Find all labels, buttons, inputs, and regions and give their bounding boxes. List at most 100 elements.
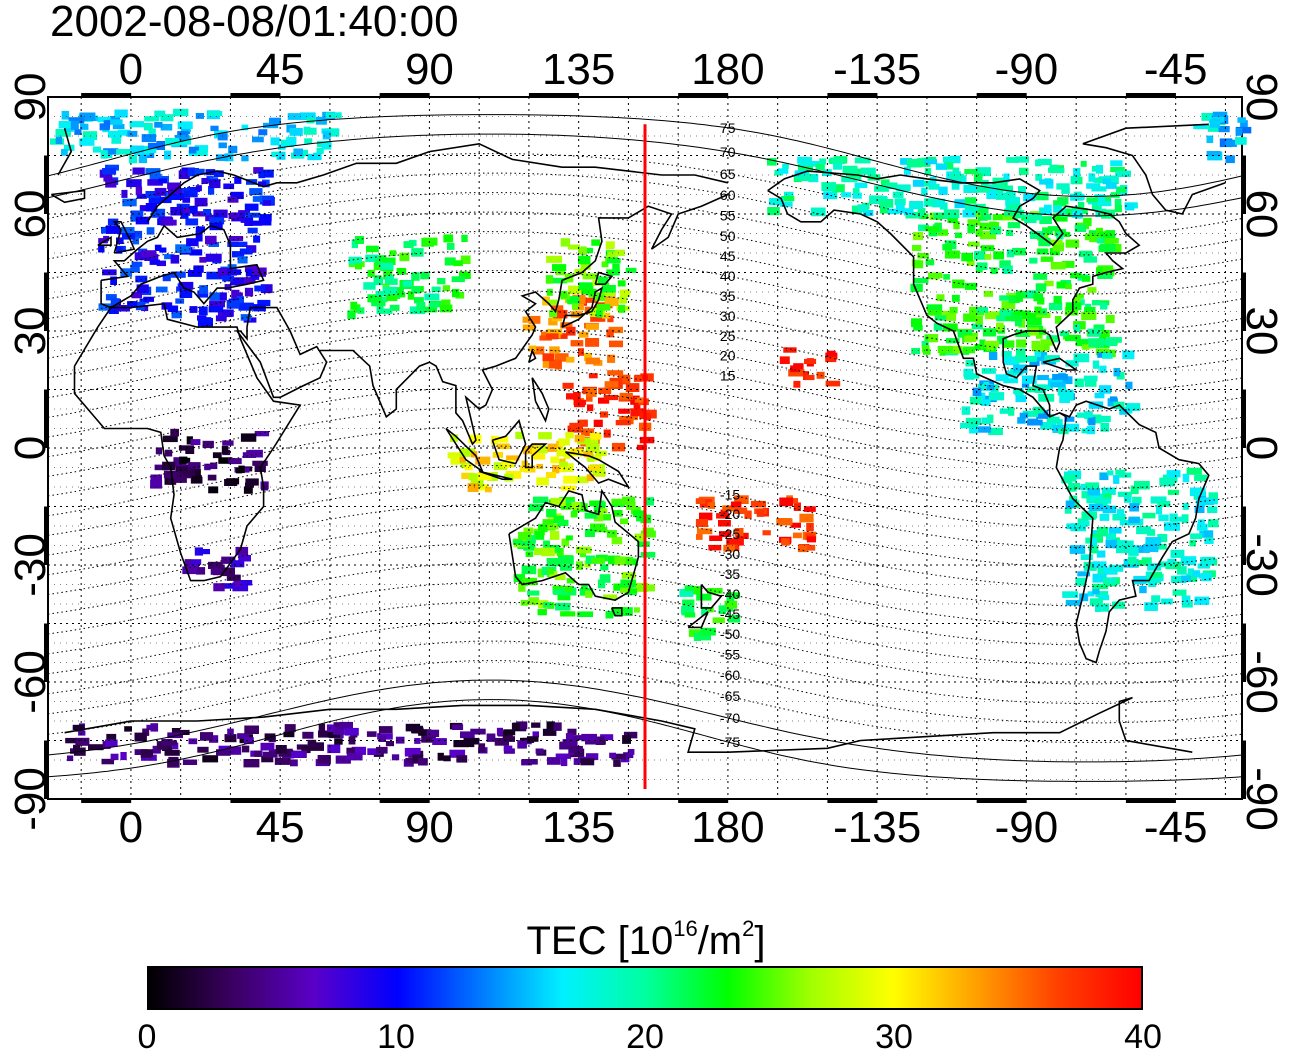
contour-label: 75	[720, 120, 736, 136]
tec-cell	[913, 260, 924, 269]
tec-cell	[973, 173, 983, 182]
tec-cell	[782, 163, 789, 169]
tec-cell	[1056, 419, 1063, 426]
tec-cell	[541, 547, 555, 557]
tec-cell	[857, 204, 869, 213]
tec-cell	[1200, 497, 1215, 506]
tec-cell	[560, 238, 570, 247]
tec-cell	[105, 739, 118, 747]
tec-cell	[969, 396, 982, 405]
tec-cell	[1095, 603, 1101, 612]
tec-cell	[695, 519, 708, 528]
coastline	[700, 583, 723, 609]
tec-cell	[1114, 205, 1122, 213]
tec-cell	[580, 758, 595, 766]
coastline	[1042, 357, 1079, 371]
tec-cell	[933, 323, 943, 331]
tec-cell	[1049, 164, 1059, 172]
tec-cell	[1151, 595, 1161, 603]
tec-cell	[986, 384, 995, 391]
tec-cell	[1169, 516, 1186, 522]
tec-cell	[159, 196, 172, 204]
tec-cell	[981, 417, 991, 425]
tec-cell	[124, 726, 132, 732]
tec-cell	[1065, 239, 1080, 248]
tec-cell	[106, 733, 117, 743]
tec-cell	[194, 168, 205, 175]
tec-cell	[421, 734, 436, 743]
tec-cell	[537, 568, 544, 578]
tec-cell	[189, 306, 198, 313]
tec-cell	[141, 754, 157, 761]
tec-cell	[164, 254, 175, 260]
tec-cell	[1128, 516, 1140, 524]
tec-cell	[913, 325, 923, 331]
tec-cell	[155, 286, 168, 293]
tec-cell	[270, 137, 280, 146]
tec-cell	[420, 271, 430, 280]
tec-cell	[141, 134, 157, 143]
tec-cell	[693, 632, 701, 641]
tec-cell	[531, 453, 546, 460]
tec-cell	[538, 432, 552, 440]
tec-cell	[555, 602, 571, 611]
tec-cell	[681, 606, 695, 615]
tec-cell	[912, 179, 924, 187]
right-lat-label: 90	[1237, 73, 1286, 122]
tec-cell	[152, 745, 161, 754]
tec-cell	[1064, 507, 1072, 514]
tec-cell	[640, 551, 656, 558]
tec-cell	[144, 116, 160, 122]
tec-cell	[208, 306, 224, 313]
tec-cell	[590, 316, 606, 322]
tec-cell	[1050, 382, 1066, 388]
tec-cell	[1157, 501, 1171, 507]
colorbar	[147, 966, 1143, 1010]
tec-cell	[148, 197, 161, 205]
tec-cell	[617, 280, 626, 287]
tec-cell	[912, 244, 922, 251]
tec-cell	[177, 121, 193, 129]
frame-tick-bar	[976, 798, 1027, 803]
tec-cell	[224, 734, 237, 743]
tec-cell	[1061, 389, 1074, 399]
tec-cell	[918, 224, 929, 232]
tec-cell	[1044, 280, 1054, 287]
tec-cell	[1050, 261, 1066, 270]
tec-cell	[1080, 160, 1087, 167]
tec-cell	[1086, 496, 1103, 504]
tec-cell	[1105, 338, 1118, 347]
tec-cell	[147, 142, 159, 149]
tec-cell	[523, 446, 534, 455]
tec-cell	[1036, 248, 1049, 255]
tec-cell	[346, 752, 363, 761]
tec-cell	[1035, 283, 1047, 292]
tec-cell	[428, 302, 438, 308]
tec-cell	[207, 474, 217, 481]
tec-cell	[622, 735, 631, 744]
tec-cell	[136, 193, 147, 199]
tec-cell	[144, 254, 159, 261]
tec-cell	[583, 451, 594, 458]
tec-cell	[551, 277, 568, 284]
tec-cell	[262, 751, 278, 758]
tec-cell	[983, 290, 993, 297]
tec-cell	[1235, 127, 1243, 136]
tec-cell	[778, 518, 793, 526]
tec-cell	[443, 234, 454, 243]
tec-cell	[537, 523, 548, 533]
tec-cell	[1029, 257, 1038, 264]
tec-cell	[139, 298, 146, 305]
tec-cell	[543, 540, 550, 550]
tec-cell	[1091, 201, 1102, 210]
tec-cell	[221, 567, 235, 577]
tec-cell	[545, 275, 554, 284]
tec-cell	[162, 435, 178, 443]
tec-cell	[825, 380, 841, 387]
tec-cell	[75, 737, 90, 746]
contour-line	[47, 660, 1243, 743]
tec-cell	[522, 324, 536, 331]
tec-cell	[900, 158, 912, 165]
frame-tick-bar	[1241, 272, 1246, 331]
tec-cell	[975, 167, 991, 177]
